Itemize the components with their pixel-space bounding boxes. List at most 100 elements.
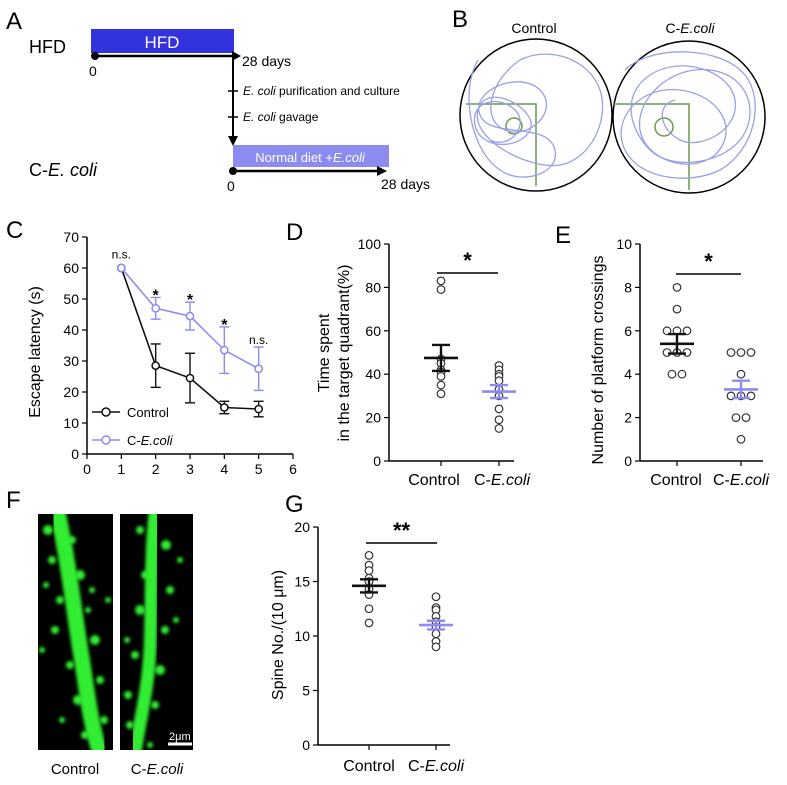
e-cat-control: Control bbox=[650, 472, 702, 489]
c-legend: Control C-E.coli bbox=[92, 405, 174, 448]
panel-letter-d: D bbox=[286, 219, 303, 246]
spine-blob bbox=[135, 605, 145, 615]
c-x-tick-label: 1 bbox=[117, 461, 125, 477]
c-x-tick-label: 0 bbox=[83, 461, 91, 477]
spine-blob bbox=[89, 587, 95, 593]
e-point-c-ecoli bbox=[741, 413, 751, 423]
spine-blob bbox=[136, 526, 144, 534]
spine-blob bbox=[68, 536, 76, 544]
spine-blob bbox=[131, 651, 139, 659]
e-y-tick-label: 0 bbox=[624, 453, 632, 469]
c-legend-marker-c-ecoli bbox=[101, 435, 111, 445]
d-cat-control: Control bbox=[408, 472, 460, 489]
c-annotation: * bbox=[153, 287, 160, 304]
c-y-tick-label: 70 bbox=[63, 229, 79, 245]
c-legend-c-ecoli: C-E.coli bbox=[127, 433, 174, 448]
panel-a-timeline: HFD HFD 0 28 days E. coli purification a… bbox=[29, 29, 430, 194]
g-y-tick-label: 20 bbox=[294, 519, 310, 535]
d-point-c-ecoli bbox=[494, 415, 504, 425]
e-y-tick-label: 6 bbox=[624, 323, 632, 339]
panel-f-images: 2μm Control C-E.coli bbox=[38, 514, 193, 778]
chart-e: Number of platform crossings Control C-E… bbox=[590, 236, 769, 489]
hfd-group-label: HFD bbox=[29, 37, 66, 57]
panel-letter-e: E bbox=[555, 222, 571, 249]
c-point-c-ecoli bbox=[219, 345, 229, 355]
e-point-c-ecoli bbox=[736, 348, 746, 357]
b-control-label: Control bbox=[511, 20, 556, 36]
scale-bar-label: 2μm bbox=[169, 731, 191, 743]
c-ecoli-swim-path bbox=[620, 51, 756, 179]
d-y-tick-label: 0 bbox=[373, 453, 381, 469]
g-point-control bbox=[364, 566, 374, 575]
spine-blob bbox=[124, 691, 132, 699]
c-y-tick-label: 0 bbox=[71, 446, 79, 462]
normal-diet-label: Normal diet +E.coli bbox=[255, 150, 366, 165]
g-point-c-ecoli bbox=[431, 629, 441, 639]
c-point-control bbox=[185, 373, 195, 383]
spine-blob bbox=[177, 557, 183, 563]
d-point-control bbox=[436, 380, 446, 390]
d-y-tick-label: 100 bbox=[358, 236, 382, 252]
e-y-tick-label: 10 bbox=[616, 236, 632, 252]
d-point-c-ecoli bbox=[494, 376, 504, 386]
c-x-tick-label: 3 bbox=[186, 461, 194, 477]
c-ecoli-target-quadrant bbox=[614, 103, 690, 190]
g-point-control bbox=[364, 604, 374, 614]
d-significance-stars: * bbox=[463, 248, 472, 273]
spine-blob bbox=[48, 556, 56, 564]
e-point-c-ecoli bbox=[736, 369, 746, 379]
e-y-tick-label: 4 bbox=[624, 366, 632, 382]
spine-blob bbox=[161, 540, 171, 550]
d-point-control bbox=[436, 285, 446, 294]
panel-letter-f: F bbox=[6, 487, 21, 514]
control-platform bbox=[505, 117, 523, 135]
control-target-quadrant bbox=[466, 103, 537, 186]
e-point-c-ecoli bbox=[736, 434, 746, 444]
c-y-tick-label: 20 bbox=[63, 384, 79, 400]
c-legend-marker-control bbox=[101, 407, 111, 417]
c-y-tick-label: 10 bbox=[63, 415, 79, 431]
f-c-ecoli-dendrite bbox=[124, 514, 183, 750]
f-c-ecoli-label: C-E.coli bbox=[131, 761, 184, 778]
spine-blob bbox=[161, 626, 169, 634]
d-point-c-ecoli bbox=[494, 404, 504, 414]
e-y-tick-label: 8 bbox=[624, 279, 632, 295]
diet-arrowhead bbox=[377, 166, 387, 176]
c-ecoli-pool bbox=[612, 40, 766, 194]
spine-blob bbox=[155, 665, 165, 675]
spine-blob bbox=[100, 716, 108, 724]
b-c-ecoli-label: C-E.coli bbox=[665, 20, 715, 36]
c-point-c-ecoli bbox=[254, 364, 264, 374]
c-ylabel: Escape latency (s) bbox=[27, 286, 44, 418]
spine-blob bbox=[126, 721, 134, 729]
c-x-tick-label: 4 bbox=[220, 461, 228, 477]
c-point-c-ecoli bbox=[185, 311, 195, 321]
g-y-tick-label: 10 bbox=[294, 628, 310, 644]
hfd-bar-label: HFD bbox=[145, 33, 180, 52]
c-y-tick-label: 50 bbox=[63, 291, 79, 307]
c-y-tick-label: 30 bbox=[63, 353, 79, 369]
e-point-control bbox=[667, 369, 677, 379]
spine-blob bbox=[51, 626, 59, 634]
spine-blob bbox=[43, 525, 53, 535]
spine-blob bbox=[73, 695, 83, 705]
c-annotation: * bbox=[187, 292, 194, 309]
control-swim-path bbox=[468, 53, 604, 178]
e-point-c-ecoli bbox=[731, 413, 741, 423]
g-point-control bbox=[364, 618, 374, 628]
c-y-tick-label: 60 bbox=[63, 260, 79, 276]
hfd-arrowhead bbox=[232, 51, 241, 61]
spine-blob bbox=[147, 742, 153, 748]
diet-start-zero: 0 bbox=[227, 178, 235, 194]
chart-g: Spine No./(10 μm) Control C-E.coli 0 5 10 1… bbox=[270, 518, 464, 775]
g-cat-control: Control bbox=[343, 758, 395, 775]
c-point-control bbox=[151, 361, 161, 370]
c-ecoli-group-label: C-E. coli bbox=[29, 160, 98, 180]
e-point-c-ecoli bbox=[746, 348, 756, 357]
chart-c: Escape latency (s) Control C-E.coli 0102… bbox=[27, 229, 297, 477]
hfd-start-zero: 0 bbox=[89, 63, 97, 79]
spine-blob bbox=[124, 637, 130, 643]
d-point-c-ecoli bbox=[494, 424, 504, 433]
panel-letter-b: B bbox=[452, 6, 468, 33]
